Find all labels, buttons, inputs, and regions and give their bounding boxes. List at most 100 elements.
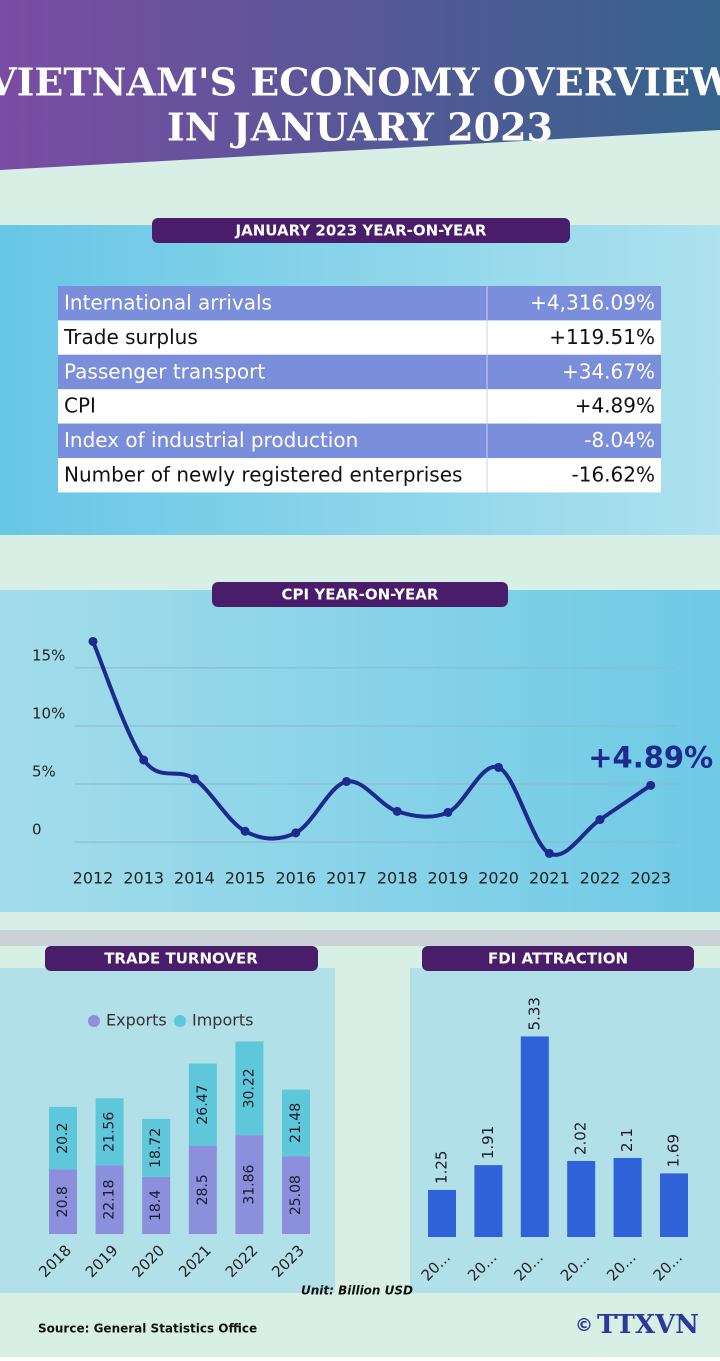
value-label: 1.25 — [433, 1151, 451, 1184]
value-label: 22.18 — [102, 1180, 118, 1220]
x-tick-label: 2017 — [326, 869, 367, 888]
y-tick-label: 0 — [32, 821, 42, 839]
x-tick-label: 2023 — [630, 869, 671, 888]
value-label: 2.02 — [572, 1122, 590, 1155]
x-tick-label: 2015 — [225, 869, 266, 888]
value-label: 18.72 — [148, 1128, 164, 1168]
point — [646, 780, 656, 790]
table-row — [58, 458, 661, 493]
value-label: 30.22 — [241, 1068, 257, 1108]
legend-swatch — [174, 1015, 186, 1027]
point — [443, 807, 453, 817]
value-label: 5.33 — [525, 997, 543, 1030]
point — [240, 826, 250, 836]
value-label: 21.56 — [102, 1112, 118, 1152]
row-value: -8.04% — [584, 428, 655, 452]
bar-segment — [235, 1135, 264, 1234]
copyright: © — [575, 1315, 593, 1336]
y-tick-label: 5% — [32, 763, 56, 781]
value-label: 2.1 — [618, 1128, 636, 1152]
bar-segment — [142, 1176, 171, 1234]
bar-segment — [142, 1118, 171, 1177]
section-header — [45, 946, 318, 971]
table-row — [58, 389, 661, 424]
value-label: 1.69 — [665, 1134, 683, 1167]
row-value: +119.51% — [549, 325, 655, 349]
point — [291, 828, 301, 838]
table-row — [58, 354, 661, 390]
table-row — [58, 423, 661, 458]
x-tick-label: 2018 — [377, 869, 418, 888]
bar-segment — [282, 1156, 310, 1234]
bar-segment — [188, 1063, 217, 1146]
value-label: 25.08 — [288, 1175, 304, 1215]
legend-label: Exports — [106, 1011, 167, 1030]
annotation: +4.89% — [588, 740, 713, 774]
x-tick-label: 2021 — [529, 869, 570, 888]
legend-swatch — [88, 1015, 100, 1027]
value-label: 28.5 — [195, 1174, 211, 1205]
bar-segment — [282, 1089, 310, 1157]
x-tick-label: 2016 — [275, 869, 316, 888]
x-tick-label: 2020 — [478, 869, 519, 888]
legend-label: Imports — [192, 1011, 253, 1030]
road — [0, 930, 720, 946]
point — [595, 815, 605, 825]
y-tick-label: 10% — [32, 704, 65, 722]
bar-segment — [235, 1041, 264, 1136]
value-label: 20.8 — [55, 1186, 71, 1217]
source: Source: General Statistics Office — [38, 1322, 257, 1336]
panel — [0, 590, 720, 912]
row-value: -16.62% — [572, 463, 655, 487]
table: International arrivals +4,316.09% Trade su… — [58, 286, 661, 493]
row-value: +4.89% — [575, 394, 655, 418]
point — [392, 806, 402, 816]
value-label: 31.86 — [241, 1164, 257, 1204]
x-tick-label: 2014 — [174, 869, 215, 888]
row-label: CPI — [64, 394, 96, 418]
bar-segment — [95, 1098, 124, 1166]
bar-segment — [188, 1145, 217, 1234]
row-label: Trade surplus — [63, 325, 198, 349]
section-title: CPI YEAR-ON-YEAR — [282, 586, 439, 604]
value-label: 1.91 — [479, 1126, 497, 1159]
row-value: +4,316.09% — [530, 291, 655, 315]
value-label: 26.47 — [195, 1085, 211, 1125]
x-tick-label: 2022 — [580, 869, 621, 888]
row-label: Index of industrial production — [64, 428, 358, 452]
x-tick-label: 2013 — [123, 869, 164, 888]
section-title: JANUARY 2023 YEAR-ON-YEAR — [235, 222, 487, 240]
section-header — [212, 582, 508, 607]
bar — [567, 1160, 596, 1237]
bar-segment — [95, 1165, 124, 1234]
table-row — [58, 286, 661, 321]
bar-segment — [49, 1106, 77, 1170]
row-label: International arrivals — [64, 291, 272, 315]
value-label: 21.48 — [288, 1103, 304, 1143]
section-header — [422, 946, 694, 971]
value-label: 20.2 — [55, 1123, 71, 1154]
point — [139, 755, 149, 765]
row-value: +34.67% — [562, 359, 655, 383]
bar — [520, 1036, 549, 1237]
table-row — [58, 320, 661, 355]
bar — [613, 1157, 642, 1237]
section-header — [152, 218, 570, 243]
point — [88, 636, 98, 646]
unit-note: Unit: Billion USD — [301, 1284, 413, 1298]
row-label: Number of newly registered enterprises — [64, 463, 462, 487]
point — [342, 776, 351, 786]
y-tick-label: 15% — [32, 646, 65, 664]
bar-segment — [49, 1169, 77, 1234]
title: VIETNAM'S ECONOMY OVERVIEW — [0, 60, 720, 105]
bar — [474, 1165, 503, 1237]
bar — [660, 1173, 688, 1237]
row-label: Passenger transport — [64, 359, 265, 383]
section-title: TRADE TURNOVER — [104, 950, 258, 968]
header-band — [0, 0, 720, 170]
x-tick-label: 2012 — [73, 869, 114, 888]
point — [494, 762, 504, 772]
section-title: FDI ATTRACTION — [488, 950, 628, 968]
